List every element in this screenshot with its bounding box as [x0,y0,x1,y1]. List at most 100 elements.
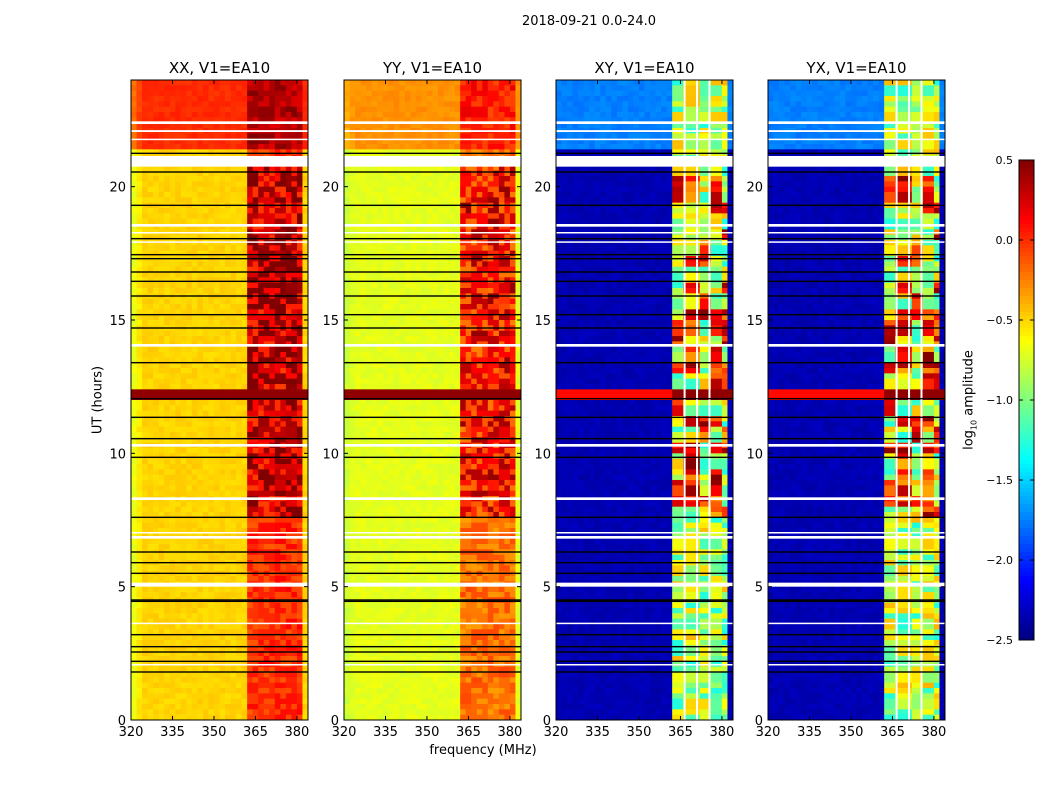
heatmap-cell [296,117,303,124]
heatmap-cell [219,304,226,310]
heatmap-cell [263,368,270,374]
heatmap-cell [136,186,143,193]
heatmap-cell [158,272,165,278]
heatmap-cell [236,437,243,444]
heatmap-cell [197,682,204,689]
heatmap-cell [274,410,281,417]
heatmap-cell [344,117,350,124]
panel-title-xx: XX, V1=EA10 [168,59,271,77]
heatmap-cell [302,85,309,92]
heatmap-cell [230,458,237,465]
heatmap-cell [236,304,243,310]
heatmap-cell [225,437,231,444]
heatmap-cell [169,240,176,246]
heatmap-cell [202,645,209,652]
heatmap-cell [280,165,287,172]
heatmap-cell [366,501,373,508]
heatmap-cell [131,288,137,294]
heatmap-cell [349,144,356,150]
heatmap-cell [302,266,309,273]
heatmap-cell [169,352,176,358]
heatmap-cell [236,368,243,374]
heatmap-cell [291,672,298,678]
heatmap-cell [269,122,276,129]
heatmap-cell [175,565,182,572]
heatmap-cell [153,282,160,289]
heatmap-cell [371,464,378,470]
heatmap-cell [382,133,389,140]
heatmap-cell [258,480,265,486]
heatmap-cell [175,138,182,145]
heatmap-cell [213,410,220,417]
heatmap-cell [280,181,287,188]
heatmap-cell [291,517,298,524]
heatmap-cell [349,208,356,214]
heatmap-cell [269,458,276,465]
heatmap-cell [388,197,395,204]
heatmap-cell [180,122,187,129]
heatmap-cell [175,149,182,156]
heatmap-cell [230,378,237,385]
heatmap-cell [180,613,187,620]
heatmap-cell [197,453,204,460]
heatmap-cell [153,421,160,428]
heatmap-cell [213,645,220,652]
heatmap-cell [142,218,148,225]
heatmap-cell [382,346,389,353]
heatmap-cell [360,480,367,486]
heatmap-cell [258,394,265,401]
heatmap-cell [131,181,137,188]
heatmap-cell [258,613,265,620]
heatmap-cell [213,149,220,156]
heatmap-cell [247,352,254,358]
heatmap-cell [153,144,160,150]
heatmap-cell [208,645,215,652]
heatmap-cell [302,688,309,694]
heatmap-cell [280,90,287,97]
heatmap-cell [285,666,292,673]
heatmap-cell [285,410,292,417]
heatmap-cell [147,528,154,534]
heatmap-cell [296,357,303,364]
heatmap-cell [197,277,204,284]
heatmap-cell [302,357,309,364]
heatmap-cell [202,704,209,710]
heatmap-cell [186,218,193,225]
heatmap-cell [175,362,182,369]
heatmap-cell [180,666,187,673]
heatmap-cell [225,176,231,182]
heatmap-cell [360,608,367,614]
heatmap-cell [296,506,303,513]
heatmap-cell [153,464,160,470]
heatmap-cell [153,165,160,172]
heatmap-cell [366,181,373,188]
heatmap-cell [169,421,176,428]
heatmap-cell [230,149,237,156]
heatmap-cell [153,362,160,369]
heatmap-cell [164,522,171,529]
heatmap-cell [360,352,367,358]
heatmap-cell [241,490,248,497]
heatmap-cell [355,320,361,326]
heatmap-cell [202,613,209,620]
heatmap-cell [164,240,171,246]
heatmap-cell [153,288,160,294]
heatmap-cell [153,517,160,524]
heatmap-cell [241,698,248,705]
heatmap-cell [302,704,309,710]
heatmap-cell [360,714,367,721]
heatmap-cell [219,90,226,97]
heatmap-cell [158,624,165,630]
heatmap-cell [263,90,270,97]
heatmap-cell [219,592,226,598]
heatmap-cell [285,378,292,385]
heatmap-cell [158,149,165,156]
heatmap-cell [252,106,259,113]
heatmap-cell [349,122,356,129]
heatmap-cell [164,656,171,662]
heatmap-cell [360,192,367,198]
heatmap-cell [349,213,356,220]
heatmap-cell [388,469,395,476]
heatmap-cell [366,666,373,673]
heatmap-cell [377,400,384,406]
